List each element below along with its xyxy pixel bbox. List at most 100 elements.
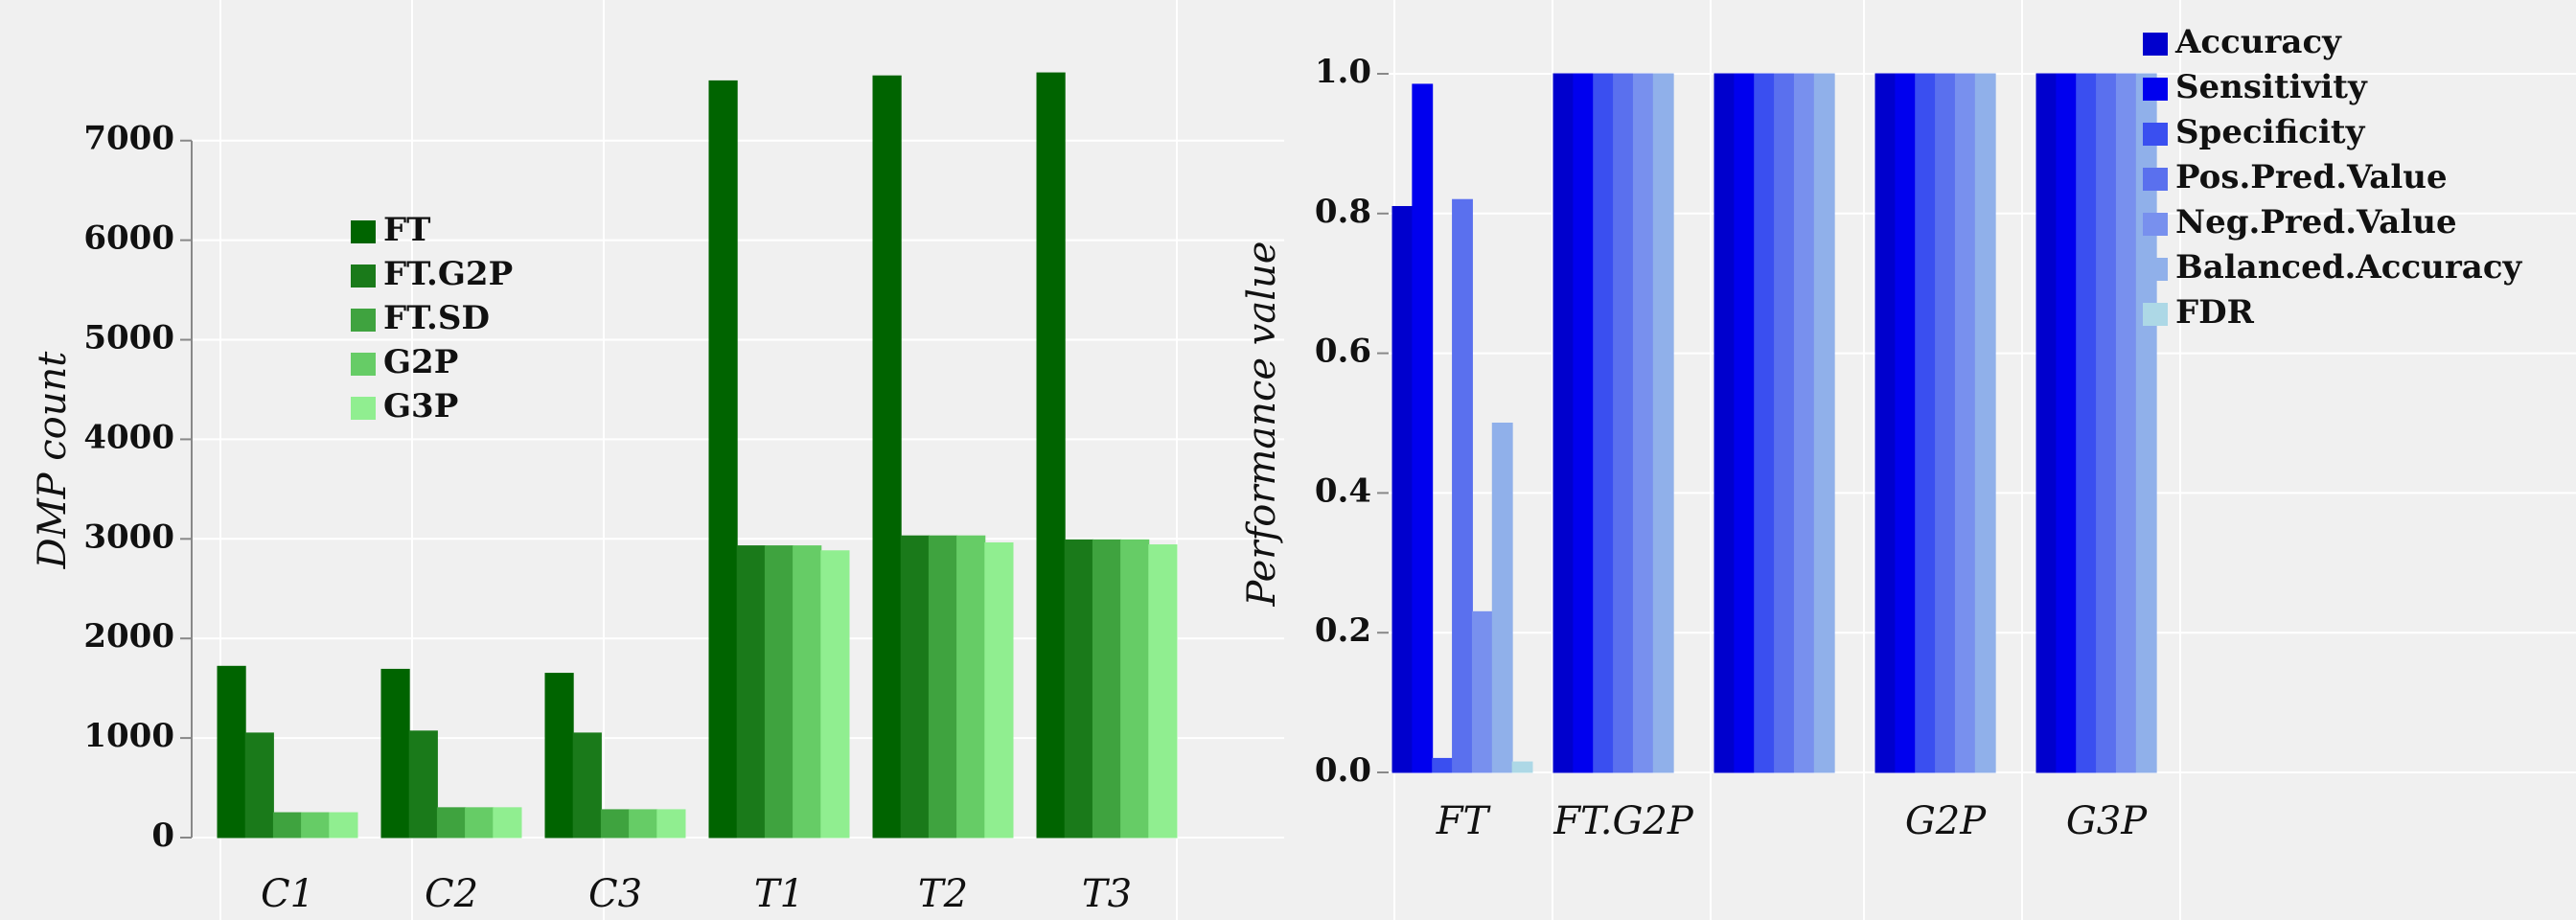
bar — [1793, 73, 1815, 773]
legend-swatch — [2143, 258, 2168, 281]
bar — [408, 730, 438, 839]
y-axis-label: DMP count — [31, 351, 75, 570]
bar — [572, 732, 602, 839]
y-tick-label: 5000 — [83, 319, 174, 357]
bar — [1874, 73, 1897, 773]
bar — [1452, 198, 1473, 773]
bar — [1915, 73, 1937, 773]
y-tick-label: 0 — [151, 816, 174, 855]
bar — [329, 812, 358, 839]
bar — [1774, 73, 1795, 773]
bar — [928, 535, 958, 839]
x-tick-label: FT — [1436, 799, 1492, 843]
bar — [1148, 544, 1178, 839]
bar — [1954, 73, 1976, 773]
x-tick-label: G3P — [2066, 799, 2148, 843]
x-tick-label: C3 — [588, 872, 642, 916]
bar — [1036, 72, 1066, 839]
y-axis-label: Performance value — [1240, 242, 1284, 608]
legend-label: FT.SD — [383, 299, 490, 337]
bar — [244, 732, 274, 839]
bar — [1754, 73, 1776, 773]
bar — [1632, 73, 1654, 773]
legend-swatch — [351, 220, 376, 243]
background-grid — [219, 0, 2181, 920]
bar — [1652, 73, 1674, 773]
y-tick-label: 0.8 — [1315, 193, 1371, 231]
bar — [1511, 761, 1533, 773]
bar — [1392, 206, 1414, 773]
bar — [465, 807, 494, 839]
legend-label: Neg.Pred.Value — [2175, 203, 2457, 242]
bar — [1552, 73, 1575, 773]
bar — [544, 673, 574, 839]
legend-label: Specificity — [2175, 113, 2366, 151]
legend-label: Pos.Pred.Value — [2175, 158, 2448, 196]
legend-swatch — [351, 397, 376, 420]
legend-label: Balanced.Accuracy — [2175, 248, 2523, 287]
bar — [656, 809, 686, 839]
legend-label: Accuracy — [2174, 23, 2342, 61]
y-tick-label: 1000 — [83, 717, 174, 755]
bar — [1412, 83, 1434, 773]
bar — [820, 550, 850, 839]
bar — [1064, 539, 1093, 839]
bar — [1432, 757, 1454, 773]
bar — [984, 541, 1014, 839]
bar — [1120, 539, 1150, 839]
x-tick-label: T2 — [918, 872, 968, 916]
bar — [2135, 73, 2157, 773]
x-tick-label: C1 — [261, 872, 314, 916]
y-tick-label: 7000 — [83, 120, 174, 158]
bar — [380, 668, 410, 839]
legend-swatch — [351, 309, 376, 332]
legend-label: G3P — [383, 387, 458, 426]
y-tick-label: 6000 — [83, 219, 174, 258]
bar — [272, 812, 303, 839]
x-tick-label: T1 — [754, 872, 804, 916]
bar — [708, 80, 738, 839]
legend-label: FT — [383, 211, 430, 249]
legend-label: G2P — [383, 343, 458, 381]
y-tick-label: 0.0 — [1315, 751, 1371, 790]
bar — [2036, 73, 2058, 773]
bar — [629, 809, 658, 839]
bar — [2096, 73, 2117, 773]
bar — [2115, 73, 2137, 773]
bar — [301, 812, 331, 839]
legend-swatch — [2143, 123, 2168, 146]
legend-swatch — [2143, 78, 2168, 101]
bar — [1491, 423, 1513, 773]
y-tick-label: 3000 — [83, 518, 174, 556]
legend-label: FT.G2P — [383, 255, 513, 293]
bar — [600, 809, 631, 839]
bar — [493, 807, 522, 839]
bar — [2056, 73, 2078, 773]
x-tick-label: T3 — [1082, 872, 1132, 916]
x-tick-label: G2P — [1905, 799, 1987, 843]
bar — [764, 545, 794, 839]
legend-swatch — [2143, 213, 2168, 236]
legend-swatch — [2143, 168, 2168, 191]
bar — [1714, 73, 1736, 773]
y-tick-label: 2000 — [83, 617, 174, 656]
bar — [217, 665, 246, 839]
y-tick-label: 1.0 — [1315, 53, 1371, 91]
legend-label: FDR — [2175, 293, 2255, 332]
bar — [900, 535, 930, 839]
y-tick-label: 4000 — [83, 418, 174, 456]
bar — [1593, 73, 1615, 773]
bar — [1895, 73, 1917, 773]
bar — [872, 75, 902, 839]
bar — [956, 535, 986, 839]
bar — [1613, 73, 1634, 773]
bar — [1974, 73, 1996, 773]
bar — [1935, 73, 1956, 773]
legend-label: Sensitivity — [2175, 68, 2368, 106]
bar — [1092, 539, 1122, 839]
bar — [1471, 610, 1493, 773]
bar — [1573, 73, 1595, 773]
bar — [793, 545, 822, 839]
y-tick-label: 0.6 — [1315, 333, 1371, 371]
